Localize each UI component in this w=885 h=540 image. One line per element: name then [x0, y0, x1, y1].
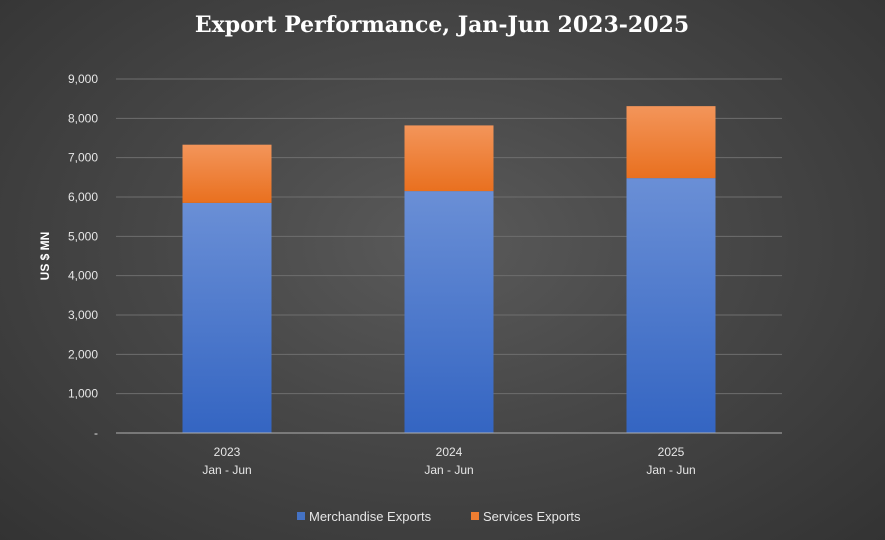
y-tick-label: 4,000 [68, 269, 98, 283]
legend-entry: Merchandise Exports [309, 509, 432, 524]
y-tick-label: 1,000 [68, 387, 98, 401]
bar-services-exports [182, 144, 272, 203]
x-tick-label: 2023 [214, 445, 241, 459]
y-tick-label: 5,000 [68, 229, 98, 243]
y-tick-label: 9,000 [68, 72, 98, 86]
legend-swatch [471, 512, 479, 520]
x-tick-sublabel: Jan - Jun [202, 463, 251, 477]
bar-merchandise-exports [404, 191, 494, 433]
x-tick-sublabel: Jan - Jun [646, 463, 695, 477]
x-tick-label: 2025 [658, 445, 685, 459]
bar-merchandise-exports [626, 178, 716, 433]
y-tick-label: 7,000 [68, 151, 98, 165]
y-axis-ticks: - 1,000 2,000 3,000 4,000 5,000 6,000 7,000 8,00… [68, 72, 98, 440]
bar-merchandise-exports [182, 202, 272, 433]
x-axis-ticks: 2023 Jan - Jun 2024 Jan - Jun 2025 Jan - Jun [202, 445, 695, 477]
legend-entry: Services Exports [483, 509, 581, 524]
bar-services-exports [404, 125, 494, 192]
legend-swatch [297, 512, 305, 520]
y-tick-label: 8,000 [68, 111, 98, 125]
legend: Merchandise Exports Services Exports [297, 509, 581, 524]
y-tick-label: 2,000 [68, 347, 98, 361]
y-tick-label: - [94, 426, 98, 440]
chart-title: Export Performance, Jan-Jun 2023-2025 [195, 12, 689, 38]
bar-services-exports [626, 106, 716, 179]
y-axis-label: US $ MN [38, 232, 52, 281]
x-tick-label: 2024 [436, 445, 463, 459]
y-tick-label: 3,000 [68, 308, 98, 322]
x-tick-sublabel: Jan - Jun [424, 463, 473, 477]
y-tick-label: 6,000 [68, 190, 98, 204]
bars [182, 106, 716, 433]
